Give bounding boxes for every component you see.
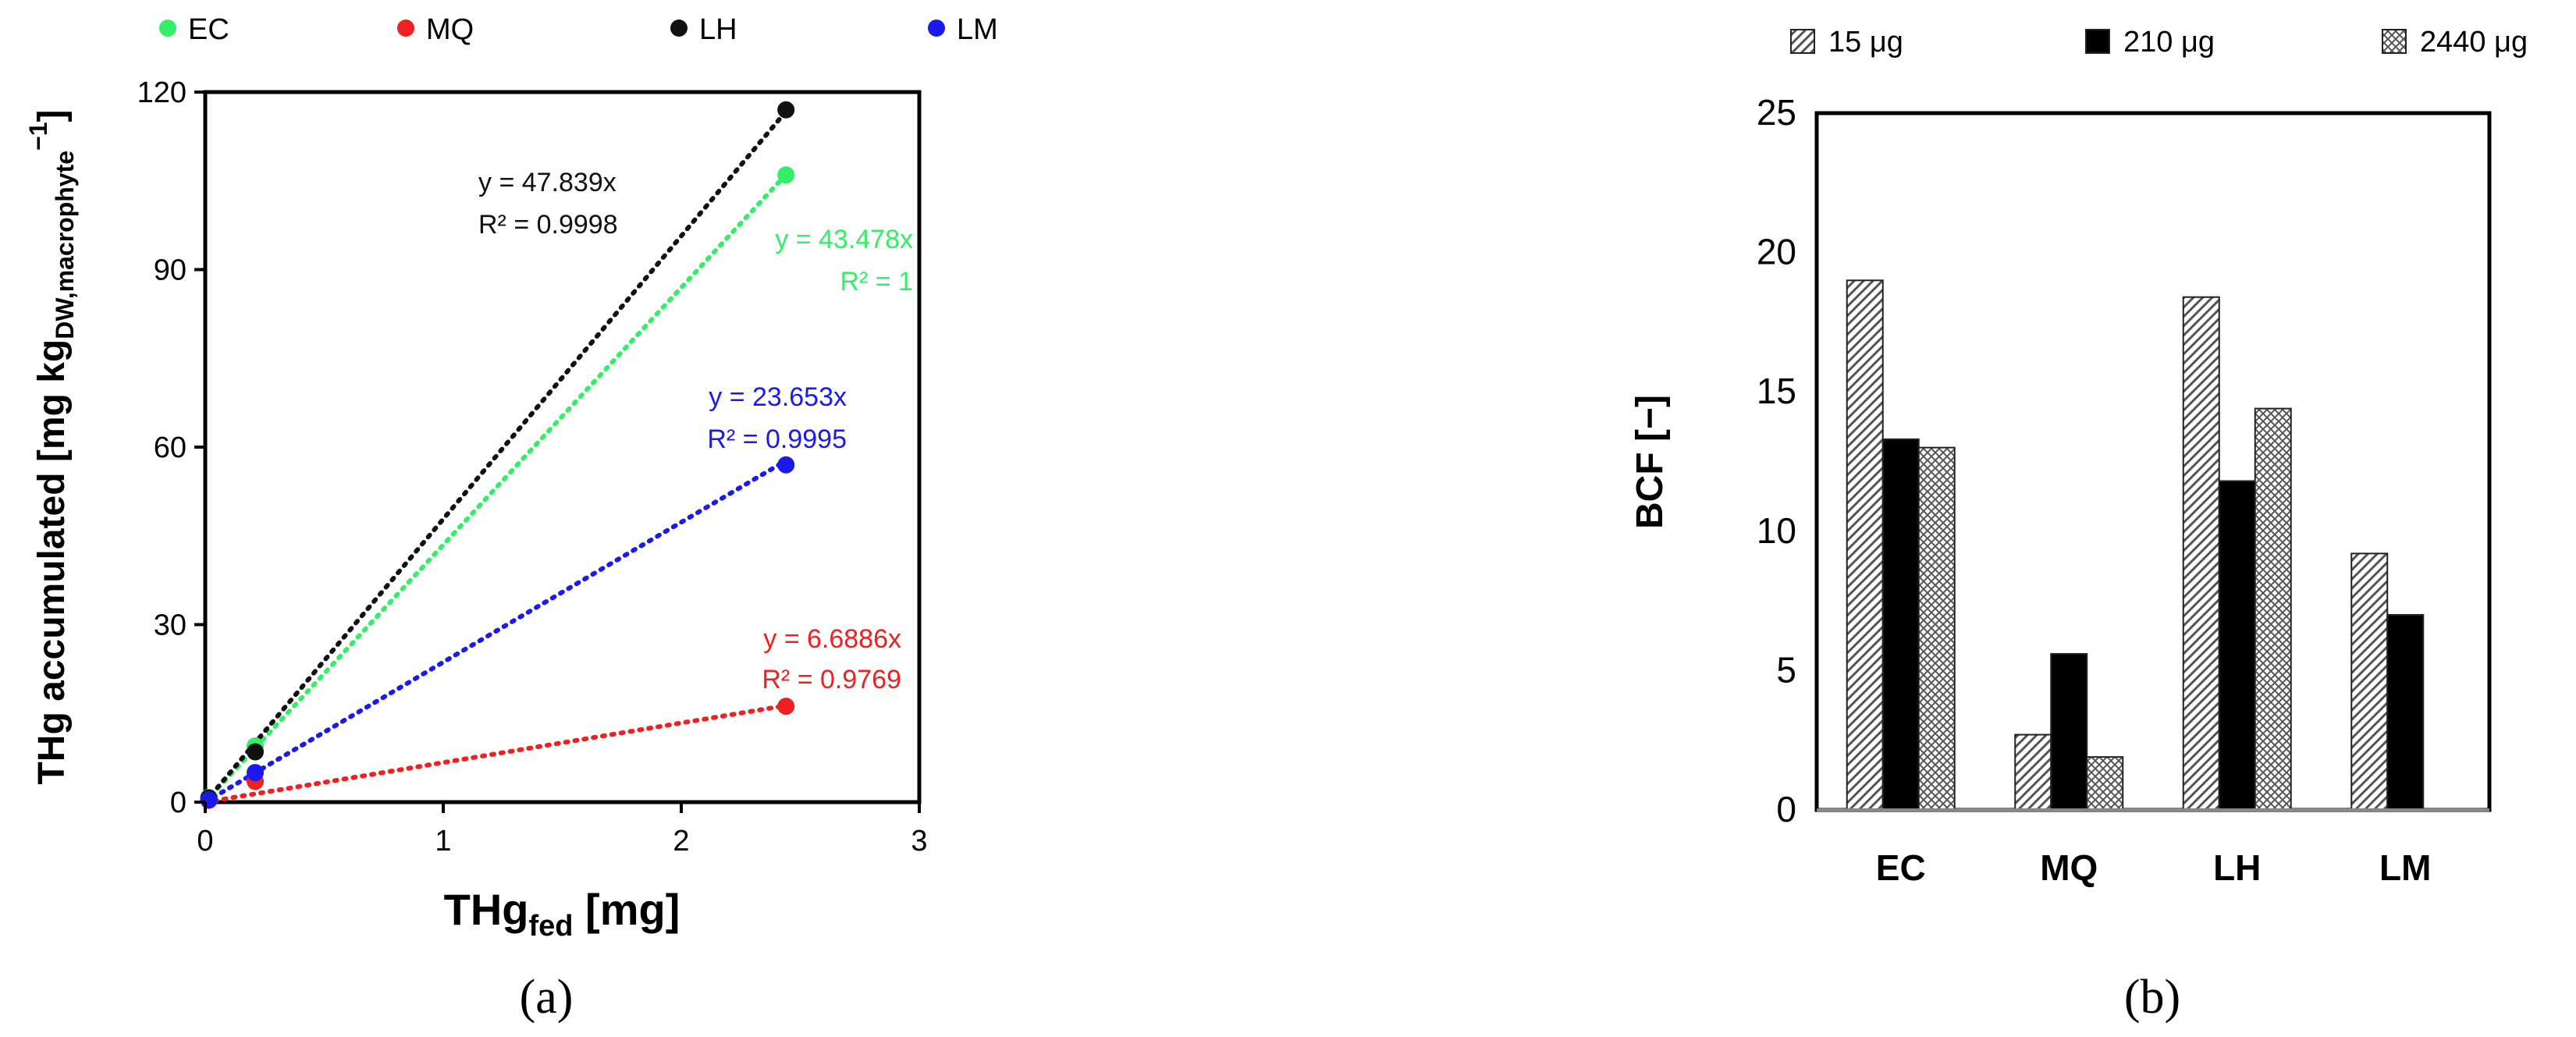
bar-lm-1 bbox=[2386, 613, 2425, 811]
legend-marker-mq bbox=[397, 20, 414, 37]
bar-ec-1 bbox=[1881, 438, 1920, 811]
trendline-lm bbox=[203, 458, 789, 804]
panel-b-y-tick-label: 20 bbox=[1757, 232, 1796, 272]
bar-lh-1 bbox=[2218, 480, 2256, 811]
legend-label-lh: LH bbox=[699, 13, 737, 46]
panel-a-y-tick-label: 90 bbox=[154, 254, 187, 287]
panel-a-y-tick-label: 0 bbox=[170, 787, 187, 819]
legend-marker-ec bbox=[159, 20, 176, 37]
panel-b-y-tick-label: 15 bbox=[1757, 371, 1796, 411]
legend-marker-lm bbox=[928, 20, 945, 37]
point-ec bbox=[777, 166, 795, 184]
bar-ec-0 bbox=[1846, 279, 1884, 811]
panel-a-y-tick-label: 30 bbox=[154, 609, 187, 642]
panel-b-ticks: 0 5 10 15 20 25 EC MQ LH LM bbox=[1757, 92, 2432, 888]
panel-a-equations: y = 43.478x R² = 1 y = 6.6886x R² = 0.9769 y… bbox=[478, 168, 913, 694]
legend-label-mq: MQ bbox=[426, 13, 474, 46]
legend-swatch-diagonal bbox=[1790, 29, 1815, 54]
panel-b-bars bbox=[1846, 279, 2425, 811]
r-squared-ec: R² = 1 bbox=[840, 267, 913, 297]
panel-b-y-tick-label: 0 bbox=[1776, 789, 1796, 829]
r-squared-mq: R² = 0.9769 bbox=[762, 665, 901, 694]
legend-marker-lh bbox=[670, 20, 688, 37]
panel-b-legend: 15 μg 210 μg 2440 μg bbox=[1790, 26, 2528, 59]
panel-b-x-tick-label: LH bbox=[2213, 847, 2261, 888]
equation-ec: y = 43.478x bbox=[775, 225, 913, 254]
panel-a-x-axis-title: THgfed [mg] bbox=[444, 885, 680, 943]
r-squared-lm: R² = 0.9995 bbox=[707, 424, 847, 454]
panel-b-y-tick-label: 5 bbox=[1776, 649, 1796, 690]
bar-mq-0 bbox=[2014, 733, 2052, 811]
panel-a-trendlines bbox=[203, 108, 789, 804]
r-squared-lh: R² = 0.9998 bbox=[478, 210, 618, 240]
bar-lh-0 bbox=[2182, 296, 2220, 811]
point-lh bbox=[247, 743, 265, 761]
panel-a-x-tick-label: 0 bbox=[197, 825, 213, 858]
legend-label-diagonal: 15 μg bbox=[1828, 26, 1903, 59]
equation-lh: y = 47.839x bbox=[478, 168, 616, 197]
point-lm bbox=[247, 764, 265, 782]
panel-b-x-tick-label: LM bbox=[2379, 847, 2431, 888]
panel-a-y-axis-title: THg accumulated [mg kgDW,macrophyte−1] bbox=[24, 109, 79, 784]
panel-a-y-tick-label: 60 bbox=[154, 431, 187, 464]
panel-a-y-tick-label: 120 bbox=[137, 76, 187, 109]
panel-b-label: (b) bbox=[2124, 971, 2180, 1024]
bar-ec-2 bbox=[1917, 446, 1956, 811]
panel-b-y-tick-label: 10 bbox=[1757, 510, 1796, 551]
point-mq bbox=[777, 698, 795, 716]
legend-label-solid: 210 μg bbox=[2123, 26, 2215, 59]
point-lm bbox=[200, 790, 218, 808]
bar-lm-0 bbox=[2350, 552, 2389, 811]
bar-lh-2 bbox=[2254, 407, 2292, 811]
trendline-mq bbox=[203, 703, 789, 804]
trendline-lh bbox=[203, 108, 789, 804]
equation-lm: y = 23.653x bbox=[709, 382, 847, 412]
bar-mq-1 bbox=[2050, 652, 2088, 811]
panel-b-x-tick-label: MQ bbox=[2040, 847, 2098, 888]
panel-b-y-axis-title: BCF [−] bbox=[1629, 395, 1671, 529]
panel-a-legend: EC MQ LH LM bbox=[159, 13, 998, 46]
legend-label-lm: LM bbox=[957, 13, 998, 46]
equation-mq: y = 6.6886x bbox=[763, 624, 901, 654]
panel-a-label: (a) bbox=[520, 971, 574, 1024]
legend-label-ec: EC bbox=[188, 13, 229, 46]
legend-swatch-crosshatch bbox=[2382, 29, 2407, 54]
panel-a-x-tick-label: 1 bbox=[435, 825, 451, 858]
panel-b-y-tick-label: 25 bbox=[1757, 92, 1796, 133]
legend-swatch-solid bbox=[2085, 29, 2110, 54]
panel-a-x-tick-label: 2 bbox=[673, 825, 689, 858]
panel-b-x-tick-label: EC bbox=[1876, 847, 1926, 888]
point-lm bbox=[777, 456, 795, 474]
point-lh bbox=[777, 101, 795, 119]
panel-b-bar-chart: 15 μg 210 μg 2440 μg 0 5 10 15 20 25 EC MQ LH LM BC… bbox=[1629, 26, 2528, 1024]
bar-mq-2 bbox=[2086, 756, 2124, 811]
panel-a-x-tick-label: 3 bbox=[911, 825, 927, 858]
trendline-ec bbox=[203, 172, 789, 804]
legend-label-crosshatch: 2440 μg bbox=[2420, 26, 2528, 59]
